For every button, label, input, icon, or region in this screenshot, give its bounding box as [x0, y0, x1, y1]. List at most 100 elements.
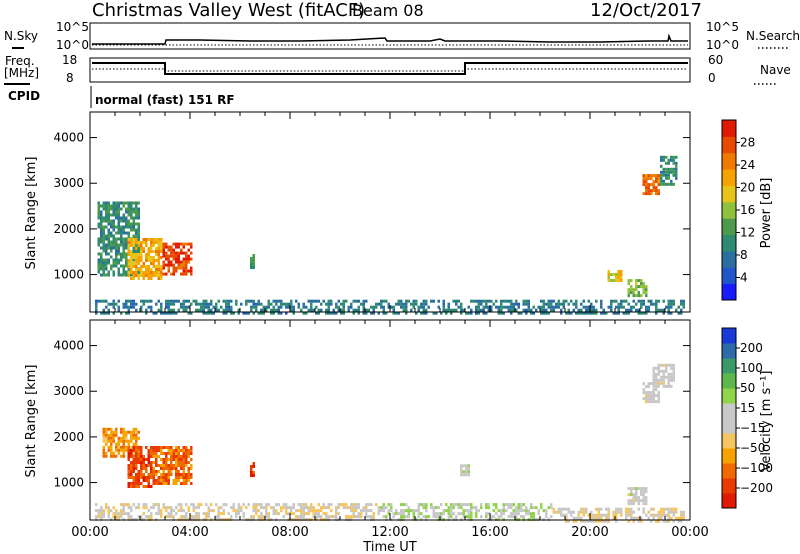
echo-cell: [117, 258, 120, 262]
echo-cell: [657, 384, 660, 388]
echo-cell: [110, 451, 113, 455]
echo-cell: [245, 506, 248, 510]
echo-cell: [477, 311, 480, 315]
freq-trace: [92, 62, 688, 75]
echo-cell: [670, 378, 673, 382]
echo-cell: [515, 302, 518, 306]
echo-cell: [97, 240, 100, 244]
echo-cell: [542, 302, 545, 306]
echo-cell: [180, 473, 183, 476]
echo-cell: [112, 430, 115, 434]
echo-cell: [140, 455, 143, 458]
echo-cell: [140, 253, 143, 256]
echo-cell: [150, 512, 153, 516]
echo-cell: [592, 519, 595, 523]
echo-cell: [385, 311, 388, 315]
echo-cell: [112, 433, 115, 437]
echo-cell: [250, 465, 253, 468]
echo-cell: [655, 311, 658, 315]
echo-cell: [670, 302, 673, 306]
echo-cell: [620, 507, 623, 511]
echo-cell: [607, 513, 610, 517]
echo-cell: [435, 512, 438, 516]
nave-trace: [92, 68, 688, 72]
cpid-row: CPID normal (fast) 151 RF: [8, 86, 235, 108]
echo-cell: [155, 265, 158, 268]
echo-cell: [197, 308, 200, 312]
colorbar-segment: [722, 283, 736, 301]
echo-cell: [147, 253, 150, 256]
echo-cell: [347, 515, 350, 519]
echo-cell: [280, 299, 283, 303]
echo-cell: [212, 509, 215, 513]
echo-cell: [522, 509, 525, 513]
echo-cell: [182, 476, 185, 479]
echo-cell: [375, 302, 378, 306]
echo-cell: [155, 268, 158, 271]
echo-cell: [185, 260, 188, 264]
echo-cell: [420, 311, 423, 315]
power-frame: [89, 111, 691, 313]
echo-cell: [667, 519, 670, 523]
echo-cell: [287, 512, 290, 516]
echo-cell: [105, 454, 108, 458]
echo-cell: [437, 299, 440, 303]
echo-cell: [335, 311, 338, 315]
echo-cell: [130, 256, 133, 259]
echo-cell: [157, 449, 160, 452]
echo-cell: [520, 515, 523, 519]
echo-cell: [187, 305, 190, 309]
echo-cell: [117, 436, 120, 440]
echo-cell: [165, 464, 168, 467]
echo-cell: [155, 464, 158, 467]
echo-cell: [405, 311, 408, 315]
echo-cell: [170, 245, 173, 249]
echo-cell: [580, 308, 583, 312]
echo-cell: [540, 305, 543, 309]
echo-cell: [107, 427, 110, 431]
echo-cell: [147, 476, 150, 479]
echo-cell: [100, 237, 103, 241]
echo-cell: [130, 201, 133, 205]
echo-cell: [117, 204, 120, 208]
echo-cell: [570, 299, 573, 303]
echo-cell: [662, 384, 665, 388]
echo-cell: [397, 299, 400, 303]
echo-cell: [160, 244, 163, 247]
echo-cell: [465, 311, 468, 315]
echo-cell: [167, 473, 170, 476]
echo-cell: [322, 503, 325, 507]
echo-cell: [657, 381, 660, 385]
echo-cell: [497, 305, 500, 309]
echo-cell: [380, 305, 383, 309]
echo-cell: [660, 155, 663, 159]
echo-cell: [135, 201, 138, 205]
colorbar-segment: [722, 136, 736, 154]
echo-cell: [665, 176, 668, 180]
echo-cell: [447, 512, 450, 516]
echo-cell: [130, 482, 133, 485]
echo-cell: [147, 271, 150, 274]
echo-cell: [285, 503, 288, 507]
echo-cell: [655, 189, 658, 193]
echo-cell: [147, 464, 150, 467]
echo-cell: [117, 213, 120, 217]
echo-cell: [122, 231, 125, 235]
echo-cell: [170, 512, 173, 516]
freq-tick-top: 18: [62, 53, 77, 67]
echo-cell: [137, 213, 140, 217]
echo-cell: [137, 473, 140, 476]
echo-cell: [217, 308, 220, 312]
echo-cell: [517, 509, 520, 513]
echo-cell: [595, 299, 598, 303]
echo-cell: [122, 225, 125, 229]
echo-cell: [167, 506, 170, 510]
echo-cell: [515, 308, 518, 312]
echo-cell: [645, 288, 648, 292]
echo-cell: [657, 513, 660, 517]
echo-cell: [400, 503, 403, 507]
echo-cell: [630, 502, 633, 506]
echo-cell: [647, 308, 650, 312]
echo-cell: [130, 204, 133, 208]
echo-cell: [135, 506, 138, 510]
